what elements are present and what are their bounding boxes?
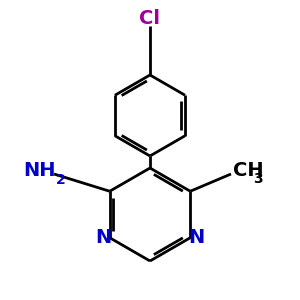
Text: N: N <box>189 228 205 247</box>
Text: 2: 2 <box>56 173 65 187</box>
Text: 3: 3 <box>254 172 263 186</box>
Text: NH: NH <box>23 161 56 181</box>
Text: Cl: Cl <box>140 8 160 28</box>
Text: N: N <box>95 228 111 247</box>
Text: CH: CH <box>232 161 263 181</box>
